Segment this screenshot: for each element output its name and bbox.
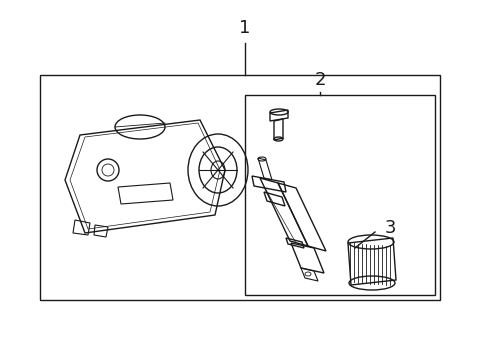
Text: 1: 1 xyxy=(239,19,250,37)
Text: 3: 3 xyxy=(384,219,395,237)
Bar xyxy=(244,95,434,295)
Text: 2: 2 xyxy=(314,71,325,89)
Bar xyxy=(40,75,439,300)
